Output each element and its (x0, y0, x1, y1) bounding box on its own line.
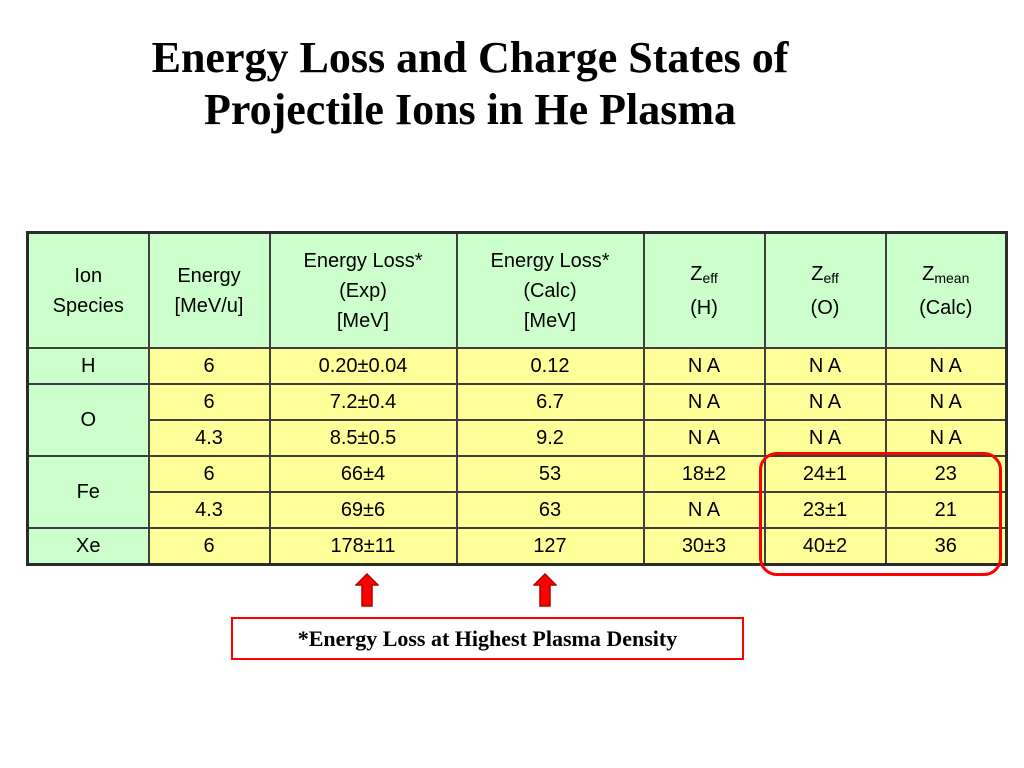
header-line: Zmean (887, 259, 1006, 293)
table-cell: N A (642, 347, 766, 385)
header-subscript: mean (934, 269, 970, 286)
header-ion-species: Ion Species (26, 231, 150, 349)
energy-loss-table: Ion Species Energy [MeV/u] Energy Loss* … (26, 231, 1008, 566)
header-line: [MeV/u] (174, 294, 244, 317)
highlight-box (759, 452, 1002, 576)
table-cell: 127 (455, 527, 645, 566)
table-row: 4.3 8.5±0.5 9.2 N A N A N A (28, 419, 1008, 457)
header-line: Zeff (645, 259, 764, 293)
header-line: Energy (177, 264, 241, 287)
table-cell: 4.3 (147, 419, 271, 457)
table-cell: 8.5±0.5 (268, 419, 458, 457)
table-cell: 53 (455, 455, 645, 493)
table-row: H 6 0.20±0.04 0.12 N A N A N A (26, 347, 1008, 385)
table-cell: 6 (147, 383, 271, 421)
table-cell: 0.20±0.04 (268, 347, 458, 385)
table-cell: N A (763, 347, 887, 385)
header-zeff-o: Zeff (O) (763, 231, 887, 349)
header-energy-loss-exp: Energy Loss* (Exp) [MeV] (268, 231, 458, 349)
header-energy-loss-calc: Energy Loss* (Calc) [MeV] (455, 231, 645, 349)
header-line: [MeV] (336, 309, 390, 332)
header-line: Ion (74, 264, 103, 287)
table-cell: N A (763, 383, 887, 421)
header-line: (Calc) (919, 296, 973, 319)
slide-title: Energy Loss and Charge States of Project… (0, 32, 940, 136)
table-cell: N A (763, 419, 887, 457)
table-cell: 21 (884, 491, 1008, 529)
table-cell: 6.7 (455, 383, 645, 421)
title-line-2: Projectile Ions in He Plasma (204, 85, 736, 134)
species-cell: O (26, 383, 150, 457)
species-cell: Xe (26, 527, 150, 566)
table-cell: 6 (147, 527, 271, 566)
table-cell: 66±4 (268, 455, 458, 493)
table-cell: 6 (147, 347, 271, 385)
table-cell: N A (884, 419, 1008, 457)
header-row: Ion Species Energy [MeV/u] Energy Loss* … (26, 231, 1008, 349)
table-cell: N A (642, 383, 766, 421)
header-line: [MeV] (523, 309, 577, 332)
table-cell: N A (642, 419, 766, 457)
table-cell: 0.12 (455, 347, 645, 385)
table-cell: 4.3 (147, 491, 271, 529)
header-zmean-calc: Zmean (Calc) (884, 231, 1008, 349)
table-cell: N A (642, 491, 766, 529)
table-cell: 63 (455, 491, 645, 529)
header-line: (H) (690, 296, 718, 319)
footnote: *Energy Loss at Highest Plasma Density (231, 617, 744, 660)
table-row: Xe 6 178±11 127 30±3 40±2 36 (26, 527, 1008, 566)
table-row: Fe 6 66±4 53 18±2 24±1 23 (26, 455, 1008, 529)
header-line: Energy Loss* (303, 249, 423, 272)
header-line: (Exp) (339, 279, 387, 302)
header-subscript: eff (702, 269, 718, 286)
header-symbol: Z (690, 262, 703, 285)
table-row: O 6 7.2±0.4 6.7 N A N A N A (26, 383, 1008, 457)
table-cell: 69±6 (268, 491, 458, 529)
title-line-1: Energy Loss and Charge States of (151, 33, 789, 82)
header-line: (Calc) (523, 279, 577, 302)
table-cell: 178±11 (268, 527, 458, 566)
header-line: Energy Loss* (490, 249, 610, 272)
up-arrow-icon (533, 573, 557, 607)
header-zeff-h: Zeff (H) (642, 231, 766, 349)
table-cell: 6 (147, 455, 271, 493)
table-cell: 7.2±0.4 (268, 383, 458, 421)
table-cell: 40±2 (763, 527, 887, 566)
table-cell: 30±3 (642, 527, 766, 566)
table-row: 4.3 69±6 63 N A 23±1 21 (28, 491, 1008, 529)
header-line: Species (52, 294, 124, 317)
header-line: Zeff (766, 259, 885, 293)
table-cell: 24±1 (763, 455, 887, 493)
header-line: (O) (810, 296, 840, 319)
species-cell: H (26, 347, 150, 385)
up-arrow-icon (355, 573, 379, 607)
table-cell: N A (884, 347, 1008, 385)
header-symbol: Z (811, 262, 824, 285)
table-cell: 23±1 (763, 491, 887, 529)
table-cell: 9.2 (455, 419, 645, 457)
species-cell: Fe (26, 455, 150, 529)
table-cell: N A (884, 383, 1008, 421)
table-cell: 18±2 (642, 455, 766, 493)
header-symbol: Z (922, 262, 935, 285)
header-energy: Energy [MeV/u] (147, 231, 271, 349)
header-subscript: eff (823, 269, 839, 286)
